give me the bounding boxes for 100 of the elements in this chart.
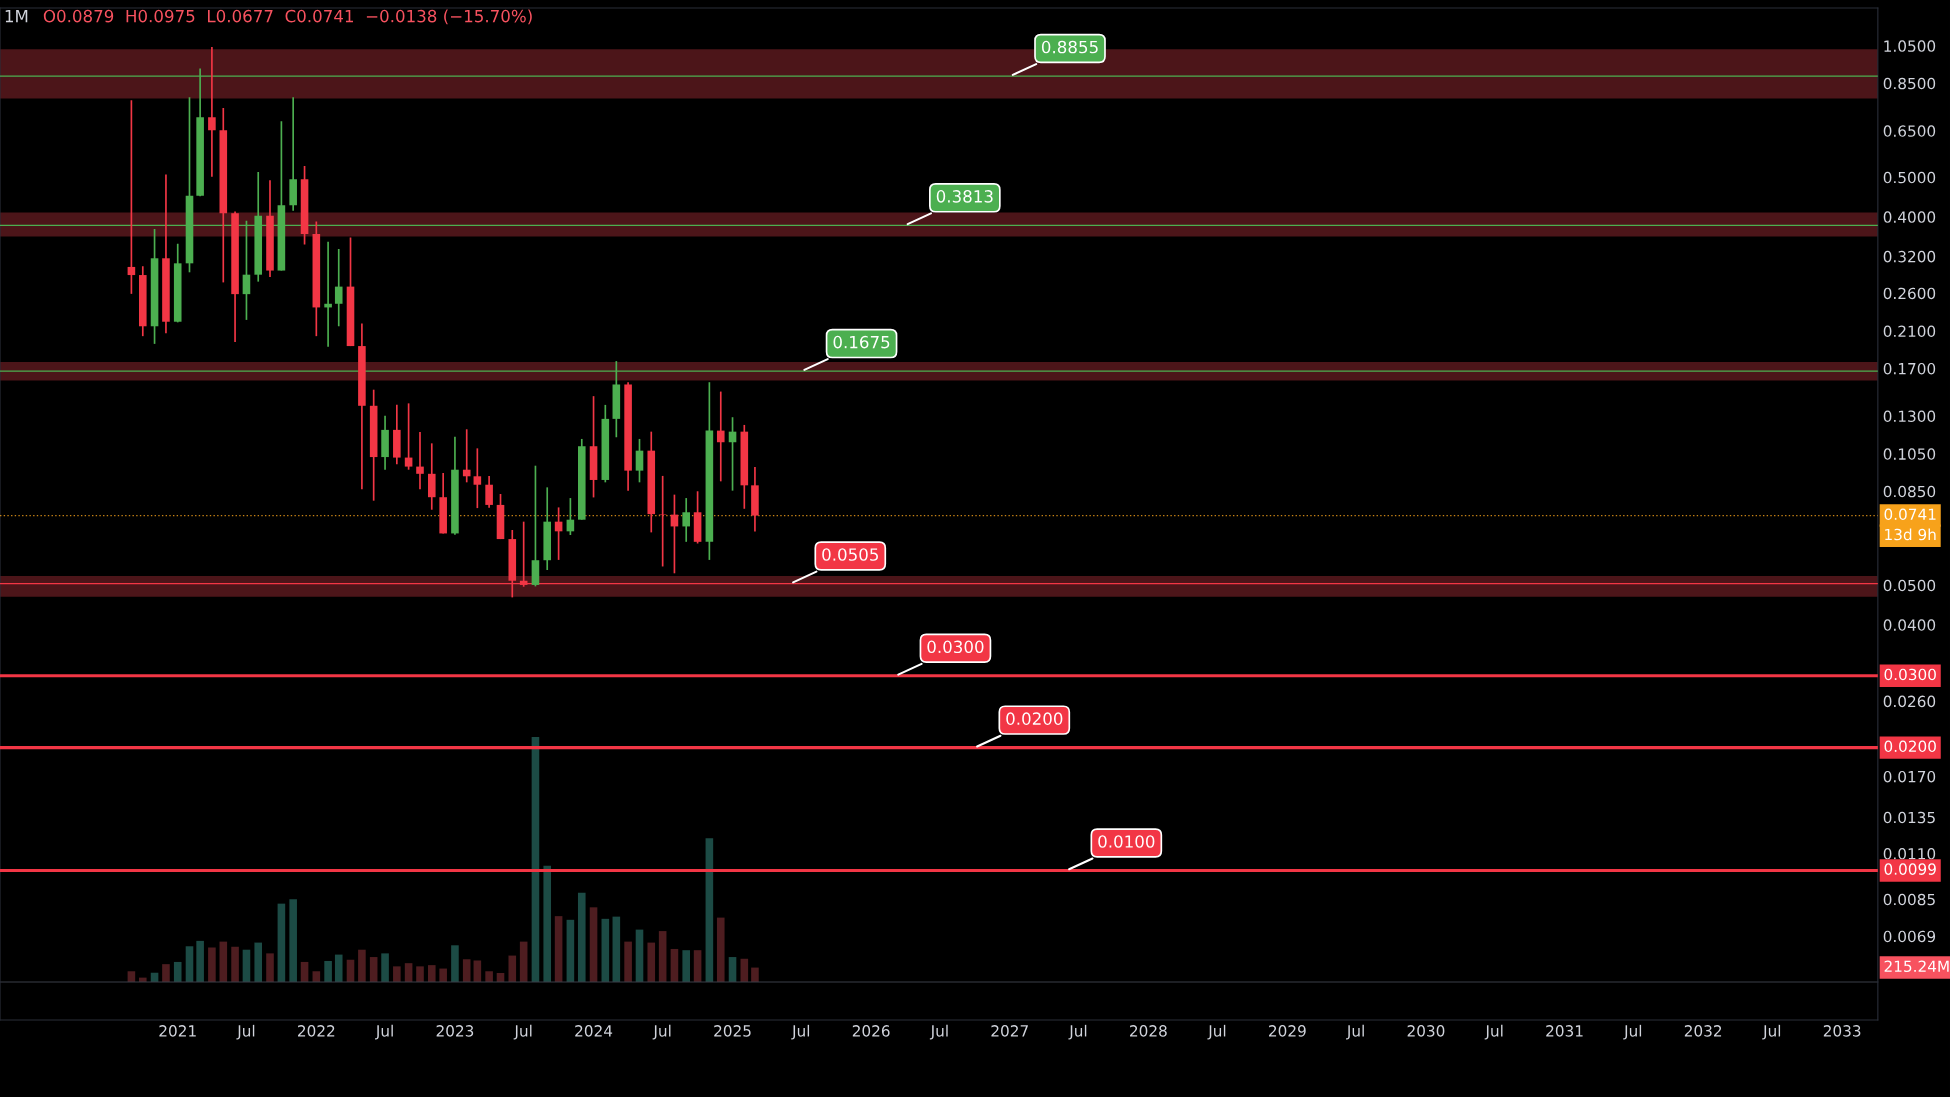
bar <box>185 946 194 983</box>
ref-line-label: 0.8855 <box>1041 40 1098 54</box>
bar <box>162 964 170 983</box>
y-tick-label: 0.3200 <box>1883 250 1936 263</box>
candlestick <box>716 390 725 483</box>
y-tick-label: 0.8500 <box>1883 77 1936 90</box>
x-tick-label: 2032 <box>1684 1025 1722 1037</box>
x-tick-label: Jul <box>1068 1024 1087 1040</box>
bar <box>358 949 366 983</box>
x-tick-label: Jul <box>375 1024 393 1040</box>
x-tick-label: 2025 <box>714 1025 751 1037</box>
candlestick <box>682 497 690 543</box>
x-tick-label: 2029 <box>1269 1025 1306 1037</box>
chart-subtitle: O0.0879 H0.0975 L0.0677 C0.0741 −0.0138 (−15.70%) <box>43 9 532 25</box>
bar <box>647 942 656 983</box>
bar <box>266 953 274 983</box>
bar <box>566 919 575 983</box>
candlestick <box>473 447 482 509</box>
bar <box>439 968 447 983</box>
ref-line-label: 0.0100 <box>1098 835 1155 848</box>
x-tick-label: Jul <box>1623 1024 1642 1040</box>
x-tick-label: Jul <box>1762 1024 1781 1040</box>
bar <box>751 967 759 983</box>
y-tick-label: 0.2100 <box>1883 325 1936 338</box>
y-tick-label: 0.2600 <box>1883 287 1936 300</box>
bar <box>601 918 610 983</box>
bar <box>462 959 471 983</box>
text: 215.24M <box>1884 960 1949 973</box>
y-tick-label: 1.0500 <box>1884 40 1936 52</box>
y-tick-label: 0.0260 <box>1883 695 1936 708</box>
ref-line-label: 0.0200 <box>1006 712 1063 725</box>
bar <box>451 945 459 983</box>
x-tick-label: 2031 <box>1546 1025 1583 1037</box>
ref-line-label: 0.1675 <box>833 335 890 349</box>
bar <box>208 947 216 983</box>
bar <box>231 946 239 983</box>
bar <box>624 941 632 983</box>
y-tick-label: 0.0170 <box>1883 770 1936 783</box>
bar <box>682 950 690 983</box>
bar <box>543 865 552 983</box>
x-tick-label: Jul <box>791 1024 810 1040</box>
text: 0.0099 <box>1884 863 1936 875</box>
x-tick-label: 2027 <box>991 1025 1028 1037</box>
candlestick <box>208 46 216 178</box>
x-tick-label: Jul <box>236 1024 255 1040</box>
y-tick-label: 0.0110 <box>1883 848 1936 860</box>
candlestick <box>404 402 413 471</box>
bar <box>635 929 644 983</box>
bar <box>473 960 482 983</box>
bar <box>277 903 286 983</box>
text: 0.0300 <box>1884 668 1936 681</box>
y-tick-label: 0.0400 <box>1883 619 1936 631</box>
bar <box>393 966 401 983</box>
bar <box>219 941 228 983</box>
y-tick-label: 0.1700 <box>1883 362 1936 375</box>
ref-line-label: 0.0505 <box>822 548 878 561</box>
x-tick-label: 2026 <box>852 1025 890 1037</box>
y-tick-label: 0.0135 <box>1883 811 1935 824</box>
candlestick <box>462 428 471 484</box>
text: 0.0200 <box>1884 740 1936 753</box>
bar <box>554 916 563 983</box>
candlestick <box>334 248 343 328</box>
bar <box>577 892 586 983</box>
bar <box>658 931 667 983</box>
x-tick-label: Jul <box>929 1024 948 1040</box>
candlestick <box>658 475 667 568</box>
y-tick-label: 0.0500 <box>1883 579 1936 592</box>
bar <box>508 955 517 983</box>
x-tick-label: Jul <box>513 1024 532 1040</box>
candlestick <box>485 475 493 509</box>
bar <box>289 899 297 983</box>
ref-line-label: 0.3813 <box>936 190 993 203</box>
x-tick-label: 2024 <box>575 1025 613 1037</box>
y-tick-label: 0.1050 <box>1883 448 1936 460</box>
ref-line-label: 0.0741 <box>1884 508 1936 521</box>
bar <box>254 942 263 983</box>
chart-title: 1M <box>5 10 28 23</box>
bar <box>427 965 436 983</box>
x-tick-label: 2028 <box>1130 1025 1167 1037</box>
candlestick <box>427 442 436 511</box>
text: 13d 9h <box>1885 528 1936 541</box>
bar <box>531 737 540 983</box>
ref-line-label: 0.0300 <box>927 640 984 654</box>
bar <box>693 950 702 983</box>
x-tick-label: 2023 <box>436 1025 474 1037</box>
x-tick-label: Jul <box>1484 1024 1503 1040</box>
bar <box>416 966 424 983</box>
candlestick <box>127 99 136 295</box>
x-tick-label: 2030 <box>1407 1025 1445 1037</box>
bar <box>381 953 389 983</box>
y-tick-label: 0.5000 <box>1883 171 1936 184</box>
x-tick-label: 2033 <box>1823 1025 1861 1037</box>
bar <box>485 971 493 983</box>
bar <box>334 954 343 983</box>
y-tick-label: 0.0069 <box>1883 930 1936 943</box>
y-tick-label: 0.6500 <box>1883 125 1936 137</box>
y-tick-label: 0.0850 <box>1883 485 1936 498</box>
candlestick <box>635 438 644 484</box>
x-tick-label: Jul <box>1207 1024 1226 1040</box>
y-tick-label: 0.1300 <box>1883 410 1936 423</box>
